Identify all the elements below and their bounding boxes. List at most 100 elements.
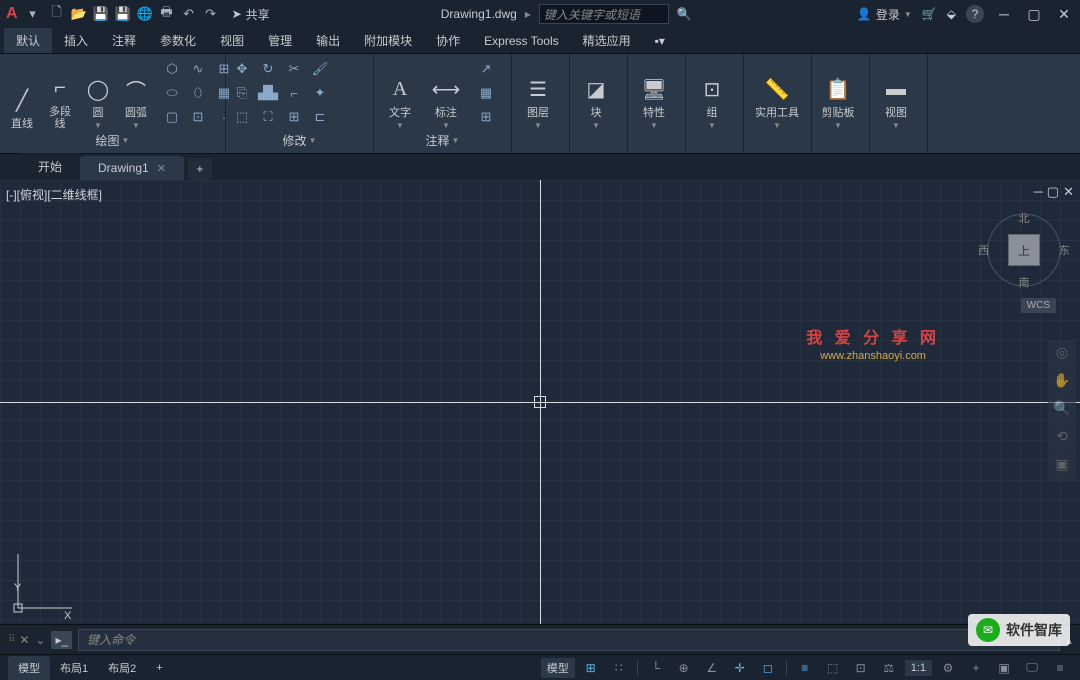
- layout-tab-1[interactable]: 布局1: [50, 656, 98, 680]
- gear-icon[interactable]: ⚙: [936, 658, 960, 678]
- help-icon[interactable]: ?: [966, 5, 984, 23]
- draw-tool-8[interactable]: ⊡: [186, 106, 210, 128]
- open-icon[interactable]: 📂: [70, 5, 88, 23]
- draw-tool-7[interactable]: ▢: [160, 106, 184, 128]
- title-arrow-icon[interactable]: ▸: [525, 7, 531, 21]
- tab-insert[interactable]: 插入: [52, 28, 100, 53]
- panel-annot-label[interactable]: 注释▼: [378, 132, 507, 149]
- web-icon[interactable]: 🌐: [136, 5, 154, 23]
- plot-icon[interactable]: 🖶: [158, 5, 176, 23]
- viewport-label[interactable]: [-][俯视][二维线框]: [6, 186, 102, 203]
- tab-express[interactable]: Express Tools: [472, 28, 570, 53]
- share-button[interactable]: ➤ 共享: [226, 4, 276, 25]
- command-input[interactable]: 键入命令: [78, 629, 1060, 651]
- clipboard-button[interactable]: 📋剪贴板▼: [816, 58, 860, 132]
- cycling-icon[interactable]: ⊡: [849, 658, 873, 678]
- cmd-customize-icon[interactable]: ⌄: [35, 633, 45, 647]
- annot-tool-icon[interactable]: ⊞: [474, 106, 498, 128]
- draw-tool-1[interactable]: ⬡: [160, 58, 184, 80]
- trim-icon[interactable]: ✂: [282, 58, 306, 80]
- login-button[interactable]: 👤 登录 ▼: [857, 6, 912, 23]
- view-cube[interactable]: 上 北 南 东 西: [984, 210, 1064, 290]
- rotate-icon[interactable]: ↻: [256, 58, 280, 80]
- dim-button[interactable]: ⟷标注▼: [424, 58, 468, 132]
- otrack-icon[interactable]: ◻: [756, 658, 780, 678]
- menu-icon[interactable]: ≡: [1048, 658, 1072, 678]
- ortho-icon[interactable]: └: [644, 658, 668, 678]
- draw-tool-2[interactable]: ∿: [186, 58, 210, 80]
- viewcube-west[interactable]: 西: [978, 242, 989, 258]
- wcs-label[interactable]: WCS: [1021, 298, 1056, 313]
- circle-button[interactable]: ◯圆▼: [80, 58, 116, 132]
- saveas-icon[interactable]: 💾: [114, 5, 132, 23]
- lineweight-icon[interactable]: ≡: [793, 658, 817, 678]
- new-icon[interactable]: 🗋: [48, 5, 66, 23]
- polar-icon[interactable]: ⊕: [672, 658, 696, 678]
- viewcube-south[interactable]: 南: [1019, 274, 1030, 290]
- monitor-icon[interactable]: 🖵: [1020, 658, 1044, 678]
- transparency-icon[interactable]: ⬚: [821, 658, 845, 678]
- osnap-icon[interactable]: ✛: [728, 658, 752, 678]
- file-tab-start[interactable]: 开始: [20, 153, 80, 180]
- array-icon[interactable]: ⊞: [282, 106, 306, 128]
- util-button[interactable]: 📏实用工具▼: [748, 58, 806, 132]
- draw-tool-4[interactable]: ⬭: [160, 82, 184, 104]
- layer-button[interactable]: ☰图层▼: [516, 58, 560, 132]
- cmd-handle-icon[interactable]: ⠿: [8, 634, 13, 645]
- group-button[interactable]: ⊡组▼: [690, 58, 734, 132]
- arc-button[interactable]: ⌒圆弧▼: [118, 58, 154, 132]
- polyline-button[interactable]: ⌐多段线: [42, 58, 78, 132]
- vp-close-icon[interactable]: ✕: [1063, 184, 1074, 200]
- tab-manage[interactable]: 管理: [256, 28, 304, 53]
- menu-dropdown-icon[interactable]: ▾: [24, 5, 42, 23]
- nav-showmotion-icon[interactable]: ▣: [1055, 456, 1068, 476]
- layout-tab-model[interactable]: 模型: [8, 656, 50, 680]
- props-button[interactable]: 🖥特性▼: [632, 58, 676, 132]
- nav-wheel-icon[interactable]: ◎: [1056, 344, 1068, 364]
- leader-icon[interactable]: ↗: [474, 58, 498, 80]
- tab-output[interactable]: 输出: [304, 28, 352, 53]
- tab-annotate[interactable]: 注释: [100, 28, 148, 53]
- tab-addins[interactable]: 附加模块: [352, 28, 424, 53]
- close-button[interactable]: ✕: [1054, 4, 1074, 24]
- layout-add-button[interactable]: +: [146, 658, 172, 678]
- close-tab-icon[interactable]: ✕: [157, 162, 166, 175]
- tab-parametric[interactable]: 参数化: [148, 28, 208, 53]
- layout-tab-2[interactable]: 布局2: [98, 656, 146, 680]
- redo-icon[interactable]: ↷: [202, 5, 220, 23]
- add-scale-icon[interactable]: +: [964, 658, 988, 678]
- autodesk-icon[interactable]: ⬙: [947, 7, 956, 21]
- snap-icon[interactable]: ∷: [607, 658, 631, 678]
- view-button[interactable]: ▬视图▼: [874, 58, 918, 132]
- text-button[interactable]: A文字▼: [378, 58, 422, 132]
- draw-tool-5[interactable]: ⬯: [186, 82, 210, 104]
- workspace-icon[interactable]: ▣: [992, 658, 1016, 678]
- search-icon[interactable]: 🔍: [677, 7, 692, 21]
- status-model-button[interactable]: 模型: [541, 658, 575, 678]
- tab-default[interactable]: 默认: [4, 28, 52, 53]
- maximize-button[interactable]: ▢: [1024, 4, 1044, 24]
- mirror-icon[interactable]: ▟▙: [256, 82, 280, 104]
- explode-icon[interactable]: ✦: [308, 82, 332, 104]
- file-tab-drawing1[interactable]: Drawing1✕: [80, 156, 184, 180]
- panel-draw-label[interactable]: 绘图▼: [4, 132, 221, 149]
- panel-modify-label[interactable]: 修改▼: [230, 131, 369, 149]
- viewcube-east[interactable]: 东: [1059, 242, 1070, 258]
- copy-icon[interactable]: ⎘: [230, 82, 254, 104]
- block-button[interactable]: ◪块▼: [574, 58, 618, 132]
- grid-icon[interactable]: ⊞: [579, 658, 603, 678]
- viewcube-north[interactable]: 北: [1019, 210, 1030, 226]
- search-input[interactable]: 键入关键字或短语: [539, 4, 669, 24]
- offset-icon[interactable]: ⊏: [308, 106, 332, 128]
- tab-collab[interactable]: 协作: [424, 28, 472, 53]
- nav-orbit-icon[interactable]: ⟲: [1056, 428, 1068, 448]
- save-icon[interactable]: 💾: [92, 5, 110, 23]
- nav-zoom-icon[interactable]: 🔍: [1053, 400, 1070, 420]
- erase-icon[interactable]: 🖌: [308, 58, 332, 80]
- nav-pan-icon[interactable]: ✋: [1053, 372, 1070, 392]
- move-icon[interactable]: ✥: [230, 58, 254, 80]
- scale-button[interactable]: 1:1: [905, 660, 932, 676]
- undo-icon[interactable]: ↶: [180, 5, 198, 23]
- isodraft-icon[interactable]: ∠: [700, 658, 724, 678]
- scale-icon[interactable]: ⛶: [256, 106, 280, 128]
